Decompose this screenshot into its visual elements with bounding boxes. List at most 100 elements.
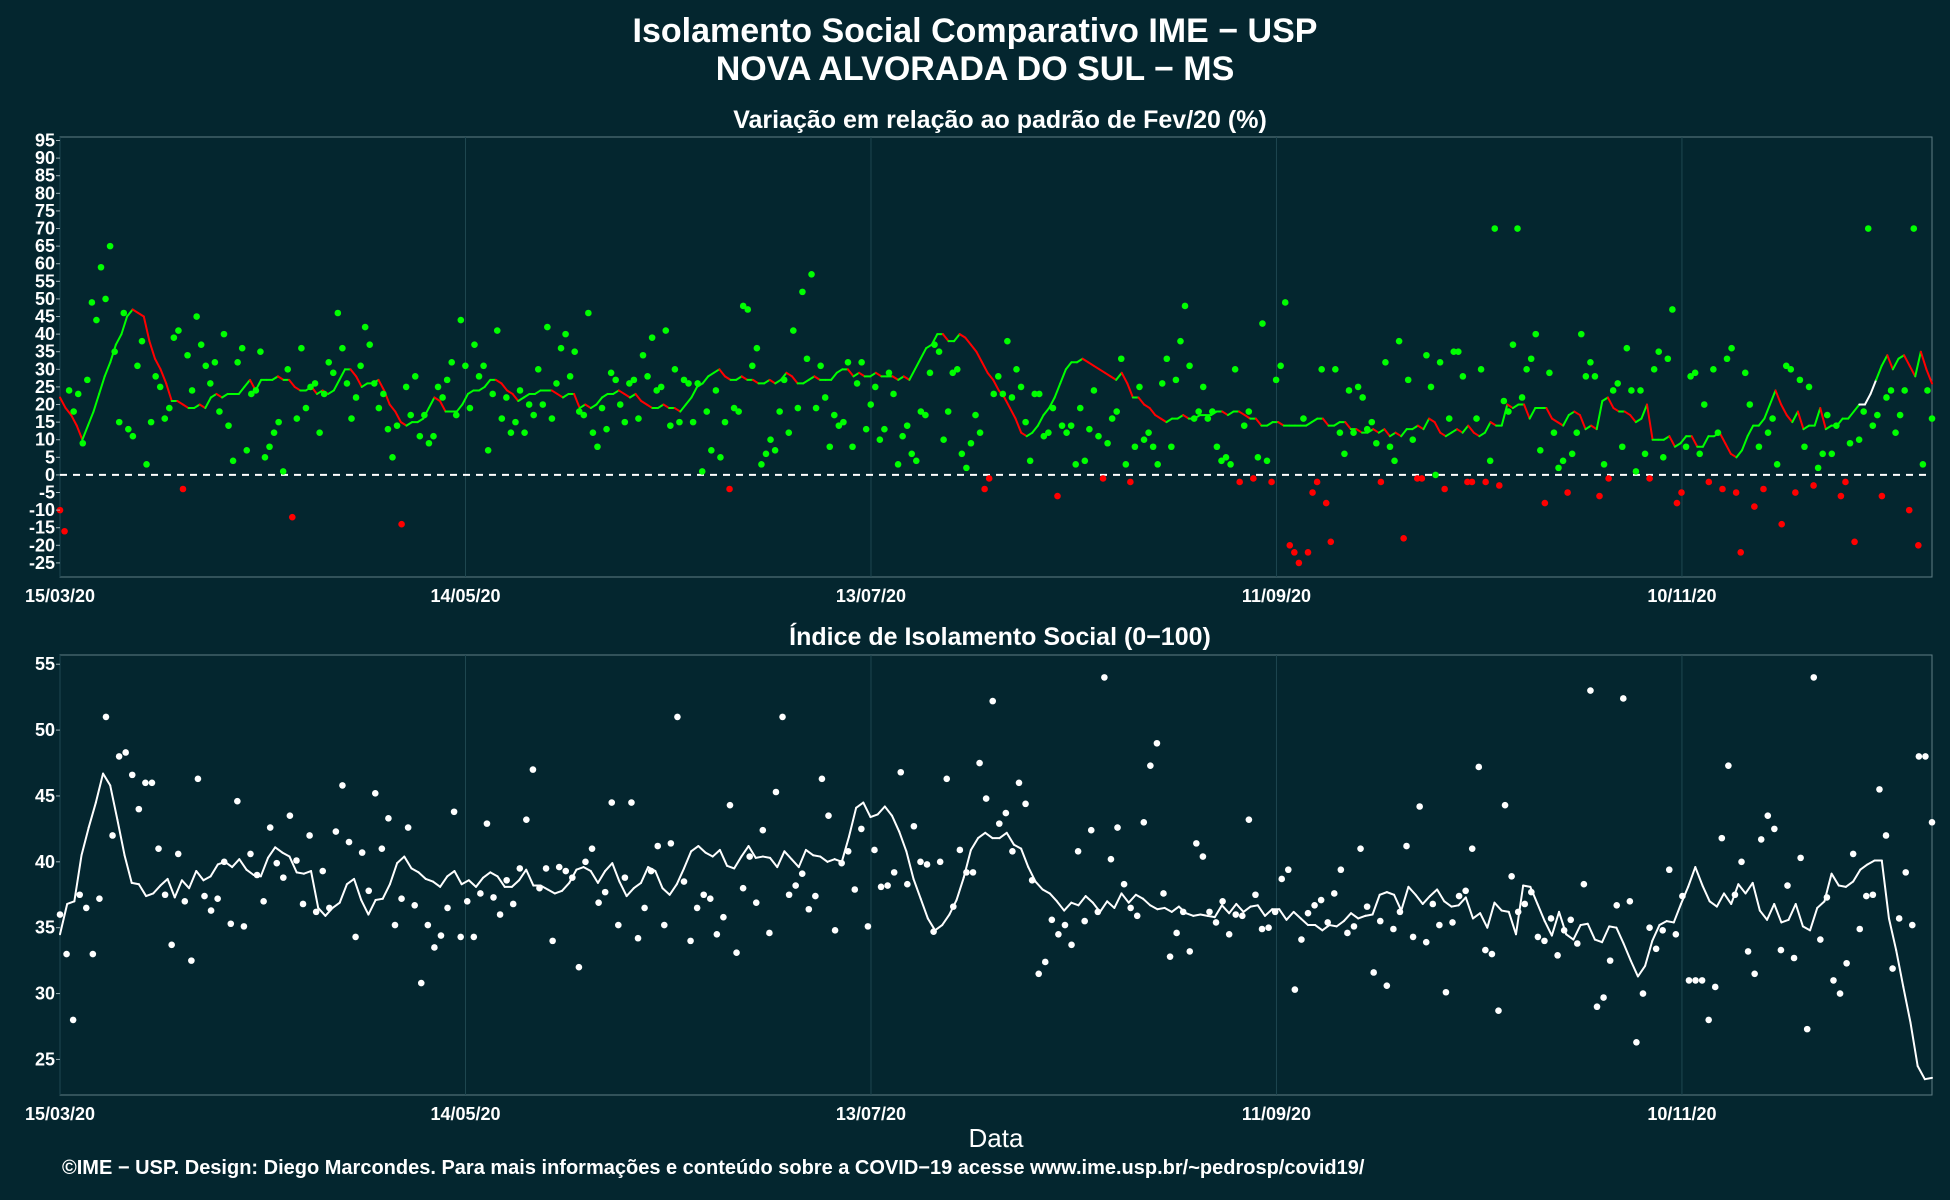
data-point: [424, 921, 432, 929]
trend-segment: [1644, 939, 1654, 967]
data-point: [1423, 351, 1430, 359]
trend-segment: [1120, 371, 1129, 385]
y-tick-label: 30: [35, 359, 55, 379]
trend-segment: [377, 378, 386, 392]
data-point: [188, 387, 196, 394]
trend-segment: [1757, 417, 1766, 427]
data-point: [1669, 306, 1676, 313]
data-point: [1278, 875, 1286, 883]
trend-segment: [1636, 964, 1647, 978]
data-point: [1550, 429, 1558, 436]
trend-segment: [550, 389, 559, 395]
trend-segment: [662, 403, 671, 410]
trend-segment: [1586, 922, 1596, 941]
data-point: [96, 895, 103, 903]
data-point: [56, 911, 64, 918]
panel1-y-tick-labels: 95908580757065605550454035302520151050-5…: [29, 131, 60, 573]
trend-segment: [1830, 872, 1840, 887]
data-point: [404, 824, 412, 831]
data-point: [1895, 915, 1903, 922]
data-point: [1731, 891, 1739, 899]
data-point: [712, 387, 720, 394]
data-point: [129, 432, 137, 440]
trend-segment: [198, 403, 207, 410]
data-point: [644, 373, 651, 380]
data-point: [963, 869, 970, 876]
panel2-x-tick-labels: 15/03/20 14/05/20 13/07/20 11/09/20 10/11/20: [25, 1104, 1717, 1124]
data-point: [1554, 952, 1561, 959]
data-point: [1245, 408, 1253, 415]
trend-segment: [1744, 881, 1754, 895]
data-point: [450, 808, 458, 816]
trend-segment: [1014, 417, 1023, 434]
data-point: [949, 369, 957, 377]
data-point: [575, 408, 583, 415]
data-point: [1778, 520, 1785, 528]
trend-segment: [1036, 414, 1045, 427]
y-tick-label: 80: [35, 183, 55, 203]
data-point: [566, 373, 574, 380]
trend-segment: [1887, 917, 1898, 952]
data-point: [411, 901, 418, 909]
trend-segment: [1550, 910, 1561, 937]
data-point: [534, 366, 542, 373]
trend-segment: [913, 357, 922, 371]
data-point: [904, 880, 911, 888]
data-point: [1311, 901, 1318, 909]
data-point: [549, 937, 556, 945]
y-tick-label: 30: [35, 984, 55, 1004]
data-point: [1107, 855, 1115, 863]
data-point: [1245, 816, 1253, 823]
data-point: [1272, 376, 1280, 384]
data-point: [225, 422, 232, 429]
trend-segment: [1584, 424, 1593, 431]
trend-segment: [221, 392, 229, 399]
data-point: [1910, 225, 1918, 232]
data-point: [1659, 927, 1666, 934]
trend-segment: [1192, 913, 1202, 917]
data-point: [840, 418, 847, 426]
data-point: [555, 863, 563, 871]
data-point: [247, 850, 254, 858]
data-point: [1254, 454, 1262, 461]
data-point: [1823, 894, 1831, 901]
trend-segment: [1640, 403, 1649, 420]
data-point: [1711, 983, 1719, 991]
data-point: [989, 697, 997, 705]
data-point: [229, 457, 237, 465]
data-point: [1482, 478, 1489, 486]
data-point: [766, 929, 773, 937]
data-point: [1672, 930, 1680, 938]
data-point: [703, 408, 711, 415]
trend-segment: [1421, 895, 1431, 905]
data-point: [120, 309, 128, 317]
data-point: [1101, 674, 1108, 681]
trend-segment: [874, 371, 883, 378]
data-point: [621, 418, 629, 426]
data-point: [1337, 866, 1345, 874]
trend-segment: [723, 375, 732, 381]
data-point: [1509, 341, 1517, 348]
trend-segment: [496, 875, 506, 888]
trend-segment: [1428, 417, 1436, 424]
trend-segment: [761, 855, 772, 859]
data-point: [1664, 355, 1672, 363]
trend-segment: [1472, 431, 1481, 438]
trend-segment: [1008, 407, 1017, 420]
trend-segment: [1658, 920, 1668, 927]
footer-credit: ©IME − USP. Design: Diego Marcondes. Par…: [62, 1157, 1365, 1179]
data-point: [780, 376, 788, 384]
data-point: [1324, 919, 1332, 926]
panel2-x-axis-label: Data: [969, 1123, 1024, 1153]
data-point: [598, 404, 606, 412]
data-point: [1213, 443, 1221, 451]
data-point: [152, 373, 159, 380]
data-point: [1086, 425, 1093, 433]
trend-segment: [712, 368, 721, 374]
trend-segment: [953, 333, 961, 343]
data-point: [398, 520, 405, 528]
trend-segment: [1672, 902, 1682, 924]
data-point: [885, 369, 893, 377]
trend-segment: [153, 357, 162, 371]
data-point: [302, 404, 310, 412]
